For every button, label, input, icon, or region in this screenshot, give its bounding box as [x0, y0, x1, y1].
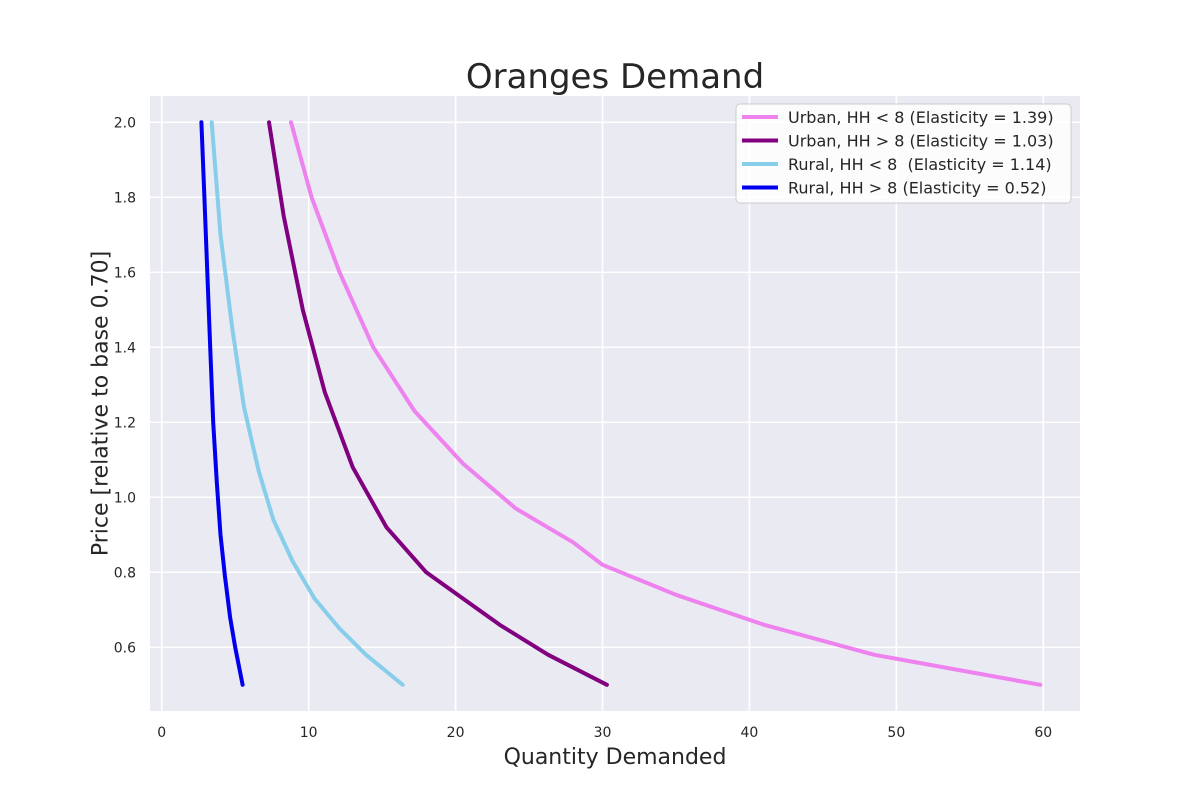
- series-line-4: [199, 120, 245, 687]
- x-tick-label: 60: [1034, 725, 1052, 741]
- legend-label: Rural, HH > 8 (Elasticity = 0.52): [788, 179, 1047, 198]
- y-tick-label: 1.8: [114, 190, 136, 206]
- y-tick-label: 1.0: [114, 490, 136, 506]
- x-tick-label: 10: [300, 725, 318, 741]
- series: [199, 120, 1043, 687]
- grid: [150, 96, 1080, 711]
- x-tick-label: 0: [157, 725, 166, 741]
- x-axis-title: Quantity Demanded: [504, 745, 727, 770]
- tick-labels: 0 10 20 30 40 50 60 0.6 0.8 1.0 1.2 1.4 1.6 1.8 2.0: [114, 115, 1052, 741]
- y-tick-label: 1.2: [114, 415, 136, 431]
- x-tick-label: 30: [594, 725, 612, 741]
- x-tick-label: 40: [741, 725, 759, 741]
- x-tick-label: 20: [447, 725, 465, 741]
- series-line-2: [267, 120, 609, 687]
- legend: Urban, HH < 8 (Elasticity = 1.39) Urban, …: [735, 103, 1072, 204]
- y-tick-label: 1.4: [114, 340, 136, 356]
- y-tick-label: 0.6: [114, 640, 136, 656]
- series-line-1: [289, 120, 1043, 687]
- chart-title: Oranges Demand: [466, 57, 764, 97]
- legend-label: Urban, HH < 8 (Elasticity = 1.39): [788, 108, 1054, 127]
- y-axis-title: Price [relative to base 0.70]: [89, 251, 114, 556]
- legend-label: Urban, HH > 8 (Elasticity = 1.03): [788, 132, 1054, 151]
- x-tick-label: 50: [887, 725, 905, 741]
- y-tick-label: 2.0: [114, 115, 136, 131]
- y-tick-label: 1.6: [114, 265, 136, 281]
- y-tick-label: 0.8: [114, 565, 136, 581]
- legend-label: Rural, HH < 8 (Elasticity = 1.14): [788, 155, 1052, 174]
- legend-box: [735, 103, 1072, 204]
- series-line-3: [209, 120, 405, 687]
